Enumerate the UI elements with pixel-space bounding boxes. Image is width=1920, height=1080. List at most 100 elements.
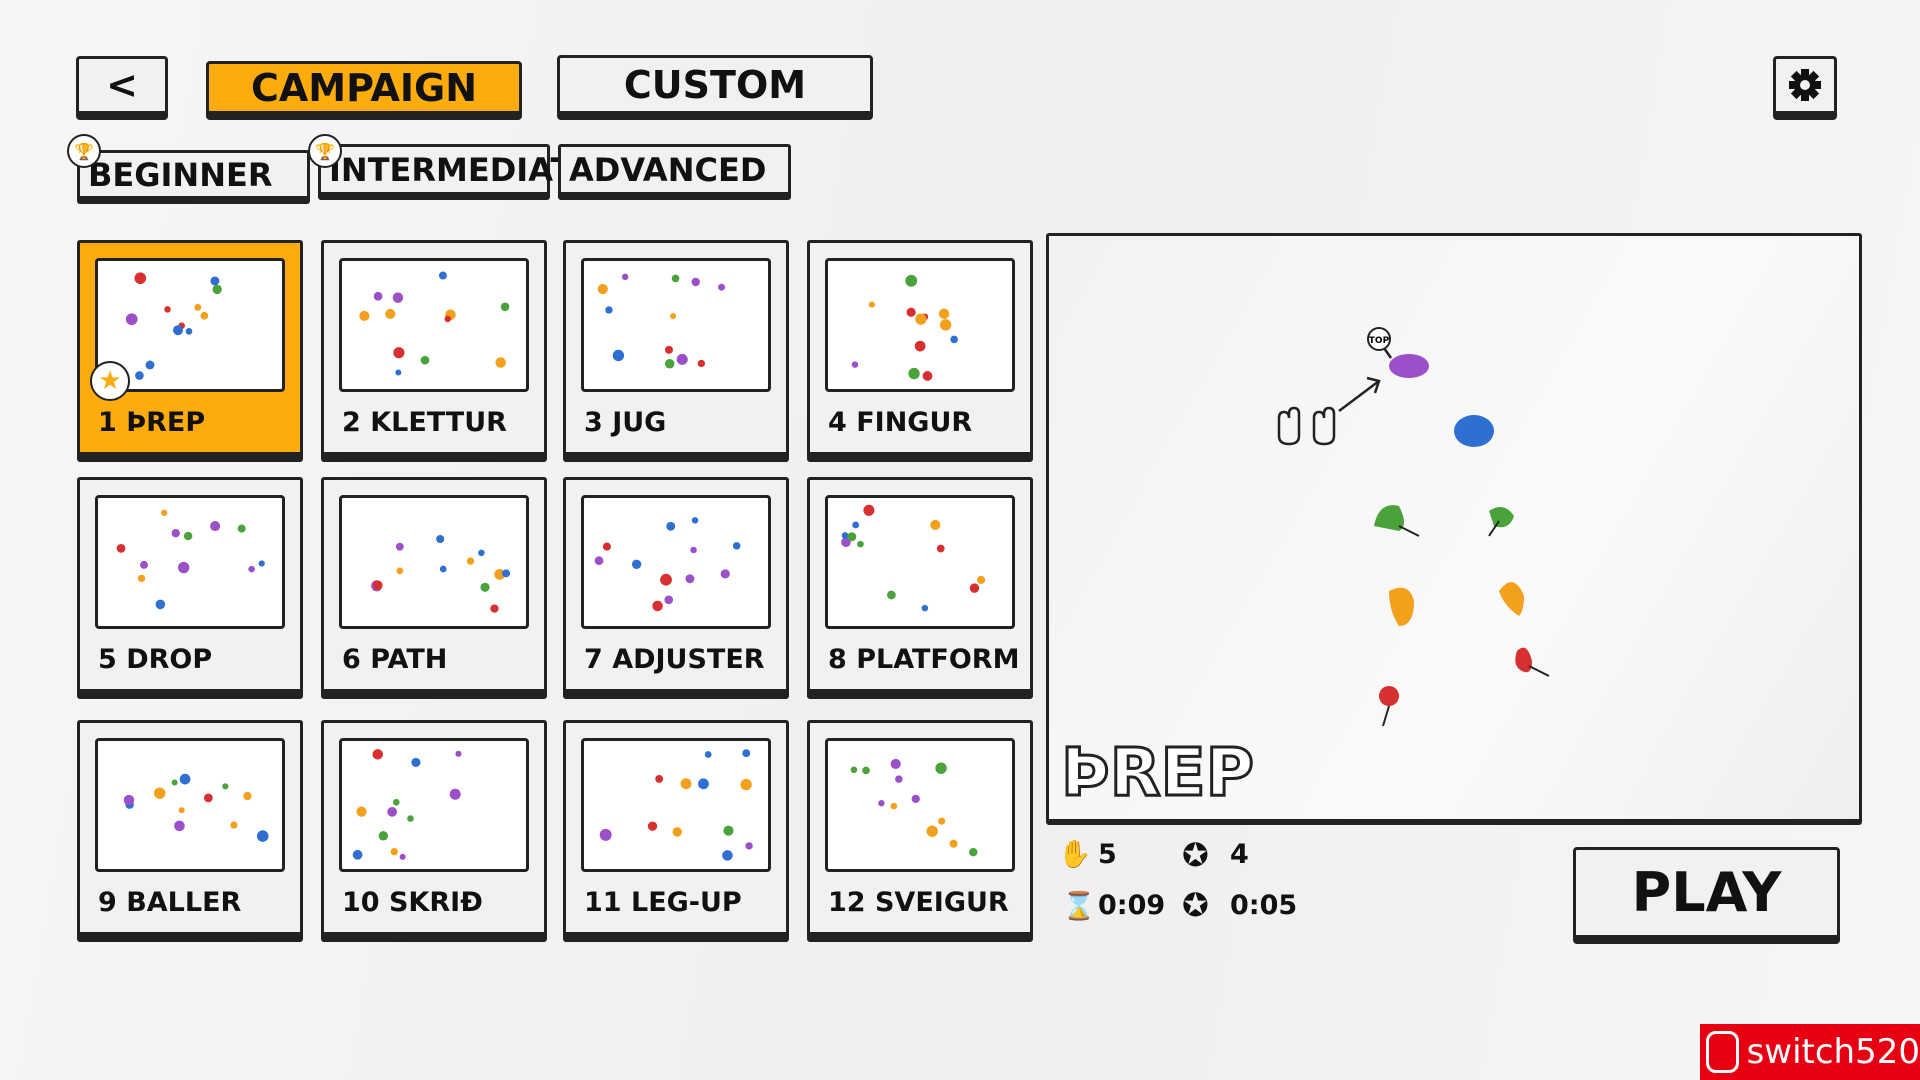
level-card[interactable]: 3 JUG <box>563 240 789 462</box>
hand-icon: ✋ <box>1058 839 1092 870</box>
level-thumbnail <box>581 258 771 392</box>
level-label: 6 PATH <box>342 644 447 675</box>
level-number: 4 <box>828 407 847 438</box>
level-number: 9 <box>98 887 117 918</box>
level-card[interactable]: 10 SKRIÐ <box>321 720 547 942</box>
level-card[interactable]: 9 BALLER <box>77 720 303 942</box>
star-time: 0:05 <box>1230 890 1298 921</box>
level-thumbnail <box>825 258 1015 392</box>
level-number: 8 <box>828 644 847 675</box>
level-card[interactable]: 12 SVEIGUR <box>807 720 1033 942</box>
campaign-button[interactable]: CAMPAIGN <box>206 61 522 120</box>
level-name: ÞREP <box>126 407 206 438</box>
level-name: FINGUR <box>856 407 973 438</box>
level-preview: TOP ÞREP <box>1046 233 1862 825</box>
tab-advanced[interactable]: ADVANCED <box>558 144 791 200</box>
level-name: JUG <box>612 407 667 438</box>
level-thumbnail <box>95 738 285 872</box>
level-name: BALLER <box>126 887 242 918</box>
thumbnail-holds <box>841 504 986 612</box>
level-name: PATH <box>370 644 448 675</box>
level-name: PLATFORM <box>856 644 1020 675</box>
level-label: 7 ADJUSTER <box>584 644 765 675</box>
level-label: 8 PLATFORM <box>828 644 1019 675</box>
thumbnail-holds <box>594 517 741 612</box>
level-thumbnail <box>339 495 529 629</box>
top-label: TOP <box>1369 336 1390 346</box>
thumbnail-holds <box>125 272 222 380</box>
thumbnail-holds <box>123 773 269 842</box>
custom-button[interactable]: CUSTOM <box>557 55 873 120</box>
time: 0:09 <box>1098 890 1166 921</box>
level-number: 10 <box>342 887 380 918</box>
level-name: SVEIGUR <box>874 887 1009 918</box>
level-label: 1 ÞREP <box>98 407 205 438</box>
level-name: ADJUSTER <box>612 644 765 675</box>
level-label: 11 LEG-UP <box>584 887 742 918</box>
level-card[interactable]: 2 KLETTUR <box>321 240 547 462</box>
thumbnail-holds <box>116 509 265 610</box>
trophy-icon: 🏆 <box>308 134 342 168</box>
thumbnail-holds <box>371 534 511 613</box>
level-thumbnail <box>95 258 285 392</box>
level-thumbnail <box>581 495 771 629</box>
level-card[interactable]: 8 PLATFORM <box>807 477 1033 699</box>
hourglass-icon: ⌛ <box>1062 891 1096 922</box>
thumbnail-holds <box>599 749 753 861</box>
level-number: 2 <box>342 407 361 438</box>
back-button[interactable]: < <box>76 56 168 120</box>
level-thumbnail <box>339 738 529 872</box>
level-thumbnail <box>581 738 771 872</box>
level-label: 12 SVEIGUR <box>828 887 1009 918</box>
level-label: 2 KLETTUR <box>342 407 507 438</box>
level-number: 5 <box>98 644 117 675</box>
settings-button[interactable] <box>1773 56 1837 120</box>
preview-wall: TOP <box>1277 327 1550 727</box>
thumbnail-holds <box>851 274 958 381</box>
level-number: 7 <box>584 644 603 675</box>
preview-title: ÞREP <box>1060 733 1256 813</box>
level-number: 6 <box>342 644 361 675</box>
level-thumbnail <box>339 258 529 392</box>
level-card[interactable]: 11 LEG-UP <box>563 720 789 942</box>
level-number: 3 <box>584 407 603 438</box>
level-number: 12 <box>828 887 866 918</box>
watermark: switch520 <box>1700 1024 1920 1080</box>
thumbnail-holds <box>359 271 510 376</box>
level-thumbnail <box>825 495 1015 629</box>
play-button[interactable]: PLAY <box>1573 847 1840 944</box>
tab-beginner[interactable]: BEGINNER <box>77 150 310 204</box>
level-label: 3 JUG <box>584 407 666 438</box>
level-number: 1 <box>98 407 117 438</box>
level-label: 4 FINGUR <box>828 407 972 438</box>
star-icon: ✪ <box>1182 836 1209 874</box>
level-card[interactable]: 6 PATH <box>321 477 547 699</box>
level-name: KLETTUR <box>370 407 507 438</box>
level-label: 9 BALLER <box>98 887 241 918</box>
level-label: 10 SKRIÐ <box>342 887 483 918</box>
level-thumbnail <box>95 495 285 629</box>
level-card[interactable]: 4 FINGUR <box>807 240 1033 462</box>
tab-intermediate[interactable]: INTERMEDIATE <box>318 144 594 200</box>
thumbnail-holds <box>597 273 726 369</box>
gear-icon <box>1789 69 1821 101</box>
level-name: DROP <box>126 644 213 675</box>
star-badge: ★ <box>90 361 130 401</box>
level-name: LEG-UP <box>630 887 742 918</box>
thumbnail-holds <box>352 749 462 860</box>
moves-count: 5 <box>1098 839 1117 870</box>
level-card[interactable]: 5 DROP <box>77 477 303 699</box>
thumbnail-holds <box>850 758 978 857</box>
level-label: 5 DROP <box>98 644 212 675</box>
level-thumbnail <box>825 738 1015 872</box>
star-icon: ✪ <box>1182 886 1209 924</box>
level-number: 11 <box>584 887 622 918</box>
watermark-text: switch520 <box>1746 1032 1920 1072</box>
trophy-icon: 🏆 <box>67 134 101 168</box>
level-card[interactable]: 7 ADJUSTER <box>563 477 789 699</box>
level-card[interactable]: 1 ÞREP ★ <box>77 240 303 462</box>
star-moves: 4 <box>1230 839 1249 870</box>
level-name: SKRIÐ <box>388 887 483 918</box>
switch-logo <box>1706 1031 1739 1073</box>
